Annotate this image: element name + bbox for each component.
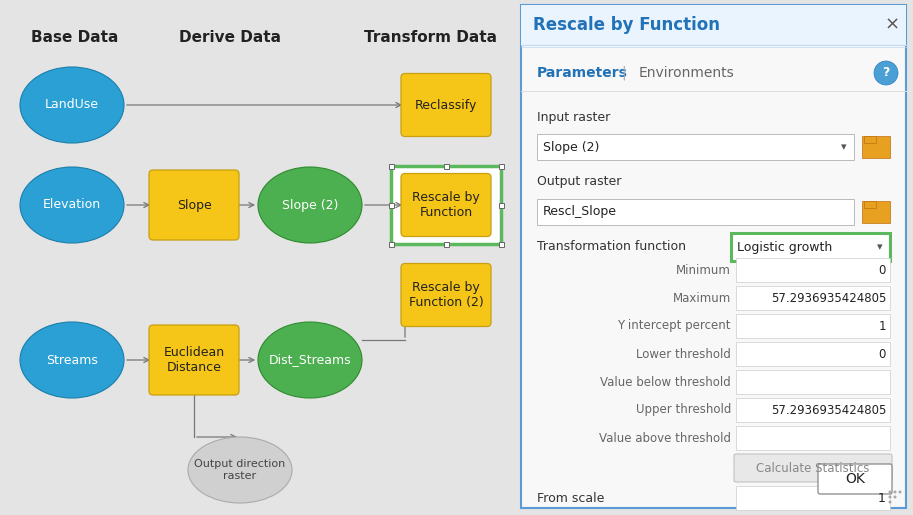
FancyBboxPatch shape — [521, 5, 906, 45]
Text: Streams: Streams — [46, 353, 98, 367]
Text: Maximum: Maximum — [673, 291, 731, 304]
Bar — [444, 163, 448, 168]
Text: Minimum: Minimum — [677, 264, 731, 277]
FancyBboxPatch shape — [862, 136, 890, 158]
Text: 57.2936935424805: 57.2936935424805 — [771, 403, 886, 417]
Text: Rescale by
Function (2): Rescale by Function (2) — [409, 281, 483, 309]
Text: Transform Data: Transform Data — [363, 30, 497, 45]
Text: Slope (2): Slope (2) — [543, 141, 599, 153]
Ellipse shape — [258, 322, 362, 398]
Text: Dist_Streams: Dist_Streams — [268, 353, 352, 367]
Ellipse shape — [20, 167, 124, 243]
FancyBboxPatch shape — [736, 286, 890, 310]
Text: ▾: ▾ — [877, 242, 883, 252]
FancyBboxPatch shape — [537, 199, 854, 225]
FancyBboxPatch shape — [864, 201, 876, 208]
FancyBboxPatch shape — [731, 233, 890, 261]
FancyBboxPatch shape — [401, 264, 491, 327]
Text: Value above threshold: Value above threshold — [599, 432, 731, 444]
Text: 0: 0 — [878, 264, 886, 277]
Text: Value below threshold: Value below threshold — [600, 375, 731, 388]
Text: Y intercept percent: Y intercept percent — [617, 319, 731, 333]
FancyBboxPatch shape — [736, 426, 890, 450]
Circle shape — [894, 490, 897, 493]
FancyBboxPatch shape — [736, 258, 890, 282]
Text: Upper threshold: Upper threshold — [635, 403, 731, 417]
Text: ?: ? — [882, 66, 889, 79]
Text: 1: 1 — [878, 319, 886, 333]
Text: Environments: Environments — [639, 66, 735, 80]
Text: 57.2936935424805: 57.2936935424805 — [771, 291, 886, 304]
Text: ×: × — [885, 16, 899, 34]
Ellipse shape — [258, 167, 362, 243]
Text: ▾: ▾ — [841, 142, 847, 152]
Text: Transformation function: Transformation function — [537, 241, 686, 253]
Text: Slope (2): Slope (2) — [282, 198, 338, 212]
Bar — [389, 242, 394, 247]
FancyBboxPatch shape — [818, 464, 892, 494]
Text: Rescale by Function: Rescale by Function — [533, 16, 720, 34]
FancyBboxPatch shape — [736, 370, 890, 394]
FancyBboxPatch shape — [864, 136, 876, 143]
FancyBboxPatch shape — [736, 398, 890, 422]
FancyBboxPatch shape — [149, 325, 239, 395]
Text: Derive Data: Derive Data — [179, 30, 281, 45]
Text: Rescale by
Function: Rescale by Function — [412, 191, 480, 219]
Circle shape — [888, 495, 891, 499]
Text: Input raster: Input raster — [537, 111, 610, 124]
FancyBboxPatch shape — [862, 201, 890, 223]
Text: From scale: From scale — [537, 491, 604, 505]
FancyBboxPatch shape — [537, 134, 854, 160]
FancyBboxPatch shape — [401, 74, 491, 136]
Ellipse shape — [188, 437, 292, 503]
Bar — [389, 202, 394, 208]
Circle shape — [874, 61, 898, 85]
Text: |: | — [622, 66, 626, 80]
Ellipse shape — [20, 67, 124, 143]
Text: Slope: Slope — [176, 198, 212, 212]
FancyBboxPatch shape — [736, 486, 890, 510]
FancyBboxPatch shape — [149, 170, 239, 240]
Text: Base Data: Base Data — [31, 30, 119, 45]
Text: Rescl_Slope: Rescl_Slope — [543, 205, 617, 218]
Bar — [444, 242, 448, 247]
Bar — [389, 163, 394, 168]
Ellipse shape — [20, 322, 124, 398]
Circle shape — [888, 490, 891, 493]
FancyBboxPatch shape — [736, 314, 890, 338]
FancyBboxPatch shape — [401, 174, 491, 236]
Bar — [498, 242, 503, 247]
FancyBboxPatch shape — [521, 5, 906, 508]
Text: Lower threshold: Lower threshold — [636, 348, 731, 360]
Text: Calculate Statistics: Calculate Statistics — [756, 461, 870, 474]
FancyBboxPatch shape — [734, 454, 892, 482]
Text: LandUse: LandUse — [45, 98, 99, 112]
Text: 1: 1 — [878, 491, 886, 505]
Text: Euclidean
Distance: Euclidean Distance — [163, 346, 225, 374]
Text: 0: 0 — [878, 348, 886, 360]
Circle shape — [894, 495, 897, 499]
Text: Parameters: Parameters — [537, 66, 628, 80]
Text: Logistic growth: Logistic growth — [737, 241, 833, 253]
Text: Reclassify: Reclassify — [415, 98, 477, 112]
Bar — [498, 202, 503, 208]
Text: Output raster: Output raster — [537, 176, 622, 188]
FancyBboxPatch shape — [736, 342, 890, 366]
Text: Elevation: Elevation — [43, 198, 101, 212]
Circle shape — [888, 501, 891, 504]
Text: OK: OK — [845, 472, 865, 486]
Text: Output direction
raster: Output direction raster — [194, 459, 286, 481]
Bar — [498, 163, 503, 168]
FancyBboxPatch shape — [391, 166, 501, 244]
Circle shape — [898, 490, 901, 493]
